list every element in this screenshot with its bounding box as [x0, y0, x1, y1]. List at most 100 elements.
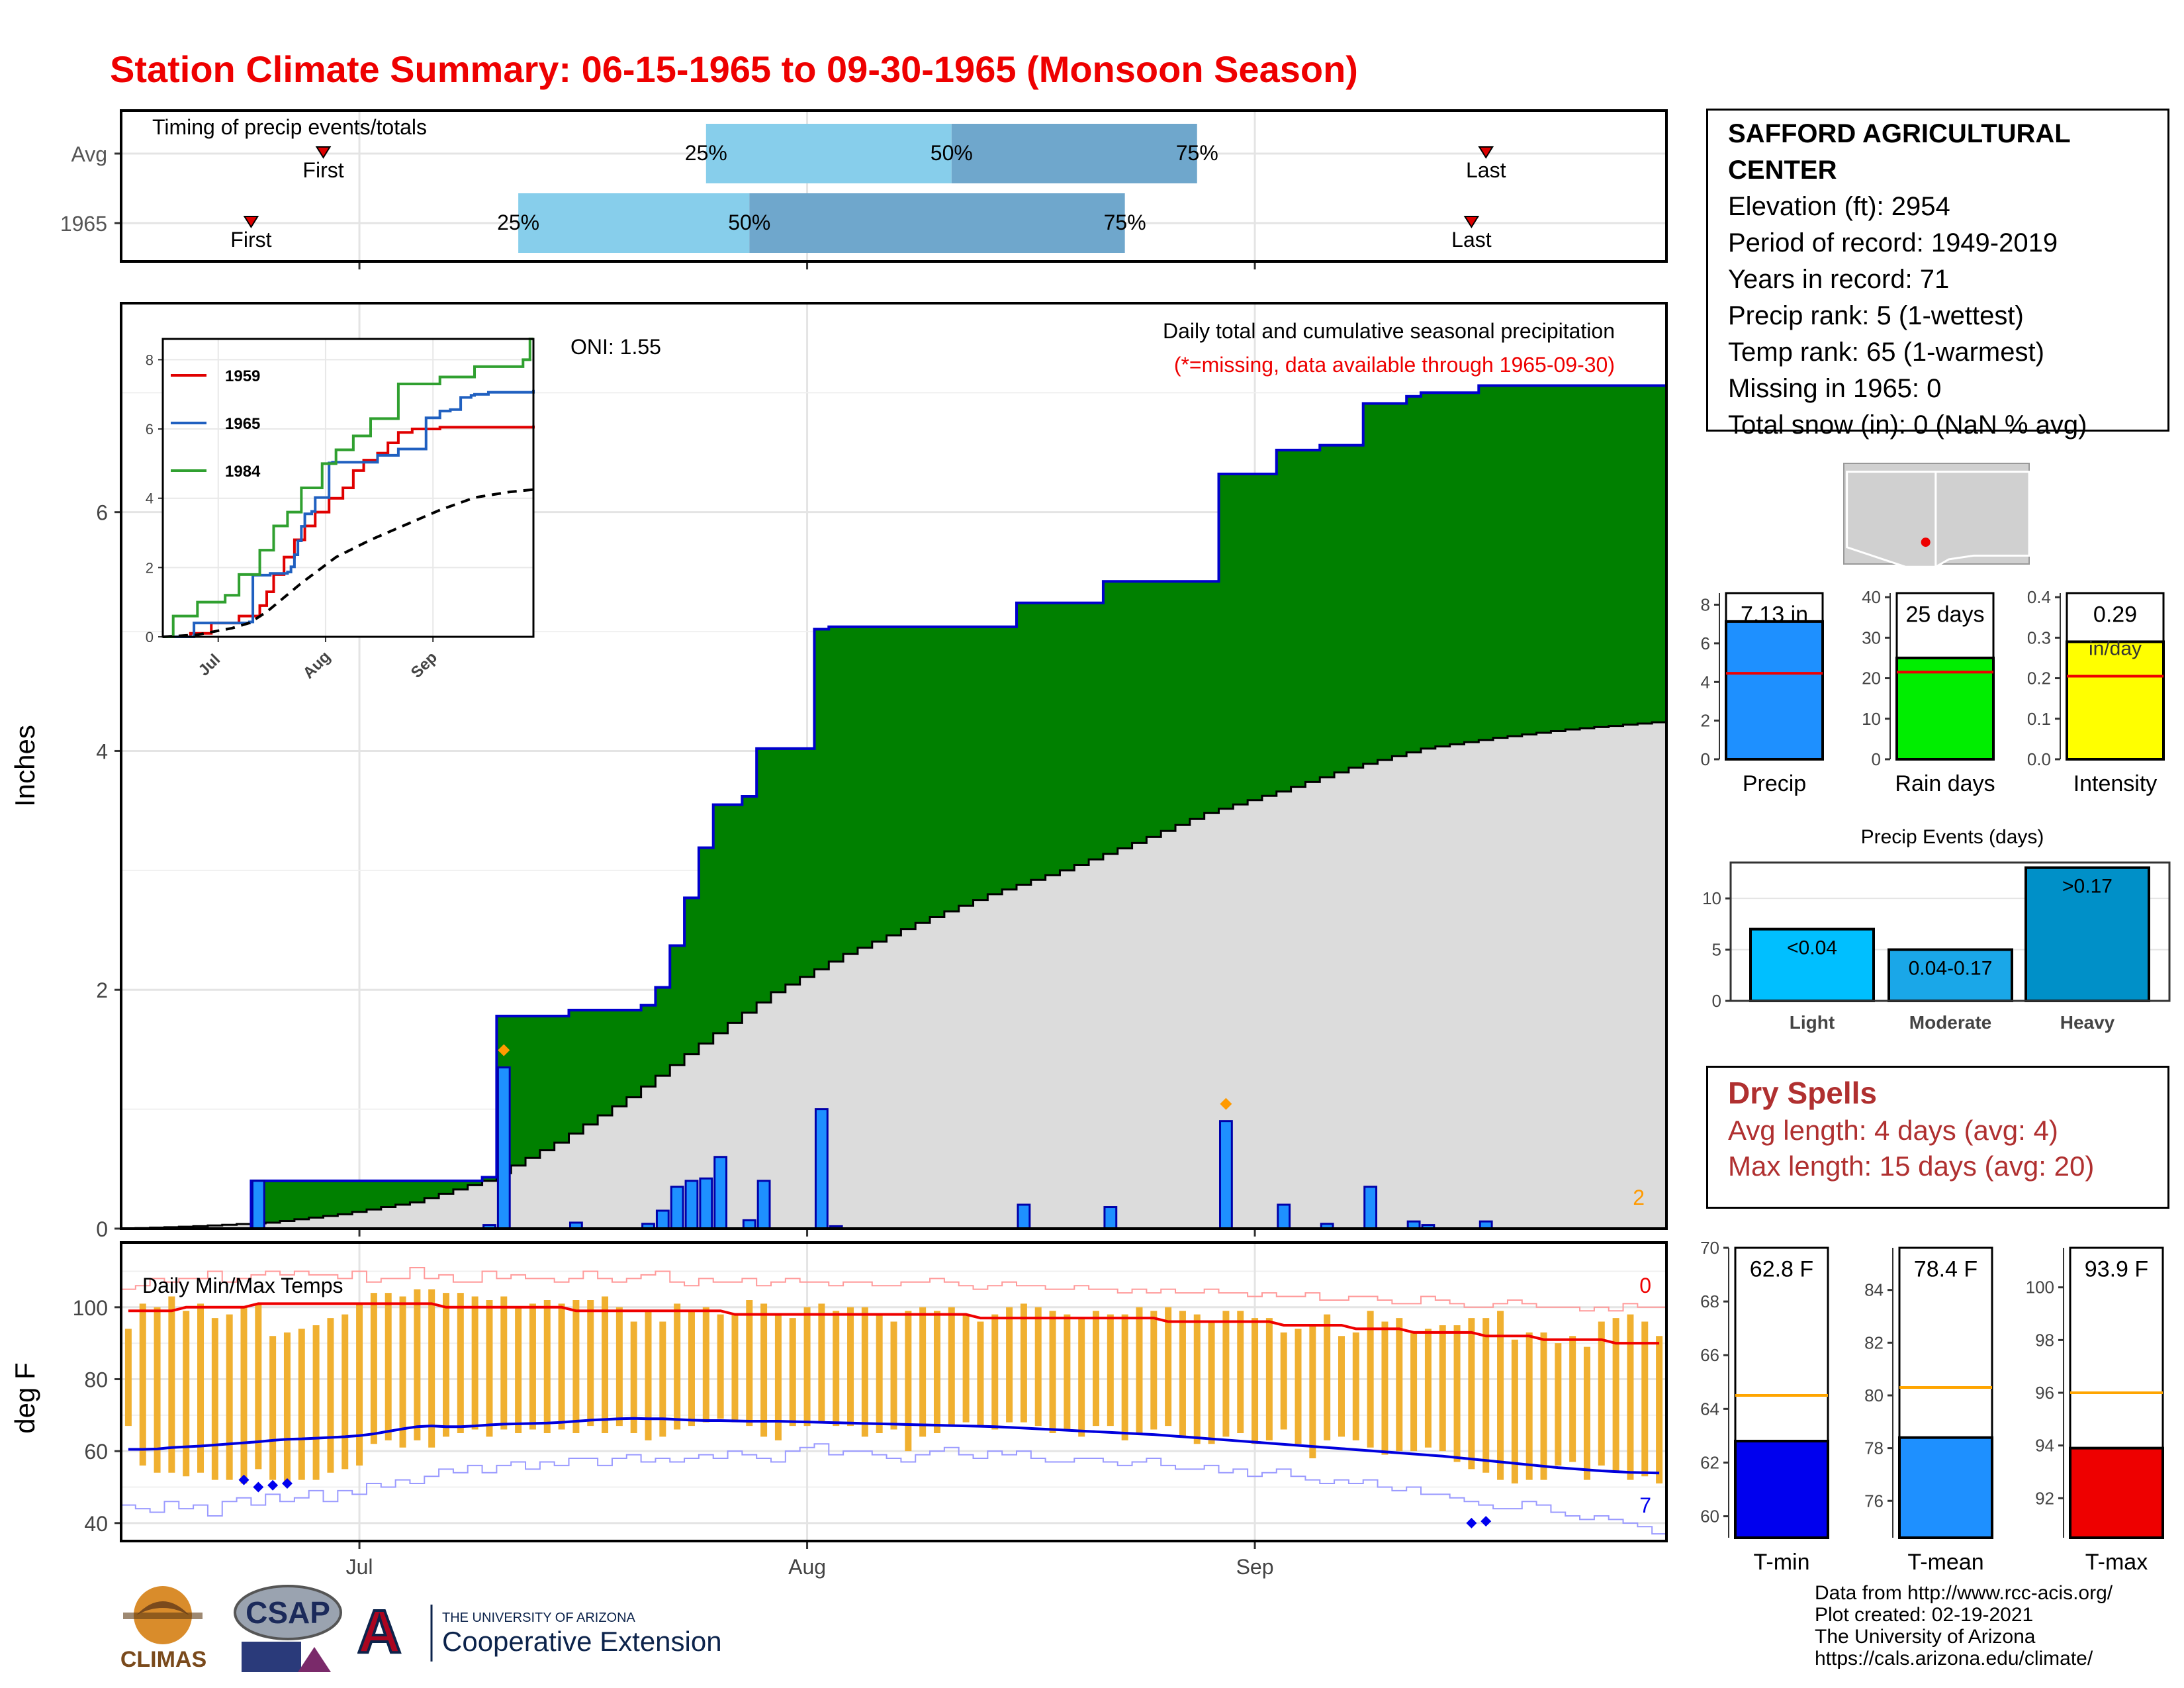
- page-title: Station Climate Summary: 06-15-1965 to 0…: [110, 48, 1358, 90]
- small-panel-y-tick-label: 64: [1700, 1399, 1719, 1419]
- daily-precip-bar: [1277, 1203, 1291, 1230]
- daily-precip-bar: [756, 1180, 771, 1230]
- precip-chart: 0 2 4 6 Daily total and cumulative seasonal …: [9, 302, 1668, 1238]
- normal-max-line: [128, 1302, 1660, 1345]
- location-map: [1843, 463, 2030, 566]
- timing-bar-50-75: [749, 193, 1125, 253]
- normal-min-line: [128, 1417, 1660, 1475]
- record-low-marker: [1466, 1517, 1477, 1528]
- events-y-tick-label: 0: [1712, 991, 1721, 1011]
- small-panel-y-tick-label: 0: [1701, 749, 1710, 769]
- record-high-count: 0: [1639, 1274, 1651, 1297]
- timing-p50-label: 50%: [728, 211, 770, 234]
- timing-row-label: 1965: [60, 212, 107, 236]
- events-bar-label: <0.04: [1787, 937, 1837, 959]
- temp-plot-border: [120, 1241, 1668, 1542]
- small-panel-y-tick-label: 0.3: [2027, 628, 2051, 647]
- temp-y-tick-label: 40: [84, 1512, 108, 1536]
- events-y-tick-label: 5: [1712, 940, 1721, 960]
- daily-precip-bar: [496, 1066, 511, 1230]
- small-panel-y-tick-label: 8: [1701, 595, 1710, 615]
- events-bar-label: >0.17: [2062, 876, 2113, 898]
- small-panel-y-tick-label: 84: [1864, 1280, 1884, 1300]
- precip-y-axis-label: Inches: [9, 725, 40, 807]
- small-panel-y-tick-label: 30: [1862, 628, 1881, 647]
- temp-avg-charts: 60 62 64 66 68 70 62.8 F T-min 76 78 80 82 84 78.4 F T…: [1700, 1238, 2164, 1575]
- station-years: Years in record: 71: [1728, 265, 1950, 294]
- station-missing: Missing in 1965: 0: [1728, 374, 1942, 403]
- ua-logo-graphic: A THE UNIVERSITY OF ARIZONA Cooperative …: [356, 1597, 722, 1667]
- timing-last-marker: [1463, 216, 1480, 228]
- totals-charts: 0 2 4 6 8 7.13 in Precip 0 10 20 30 40 25 days Rain d…: [1701, 587, 2165, 796]
- inset-y-tick-label: 0: [146, 629, 154, 645]
- precip-corner-count: 2: [1633, 1186, 1645, 1209]
- timing-p75-label: 75%: [1104, 211, 1146, 234]
- timing-first-marker: [315, 146, 332, 159]
- map-new-mexico: [1934, 471, 2030, 566]
- events-category-label: Heavy: [2060, 1012, 2115, 1033]
- station-snow: Total snow (in): 0 (NaN % avg): [1728, 410, 2087, 440]
- inset-y-tick-label: 6: [146, 421, 154, 438]
- timing-last-label: Last: [1466, 158, 1506, 182]
- events-chart: Precip Events (days) 0 5 10 <0.04 Light 0.04-0…: [1702, 826, 2171, 1033]
- footer-line: Data from http://www.rcc-acis.org/: [1815, 1582, 2113, 1604]
- daily-precip-bar: [1363, 1186, 1378, 1230]
- record-low-marker: [253, 1481, 264, 1493]
- daily-precip-bar: [684, 1180, 699, 1230]
- record-low-line: [121, 1443, 1666, 1535]
- events-y-tick-label: 10: [1702, 888, 1721, 908]
- daily-precip-bar: [670, 1186, 684, 1230]
- precip-y-tick-label: 4: [96, 739, 108, 763]
- csap-logo: CSAP: [228, 1581, 347, 1680]
- dry-spells-avg: Avg length: 4 days (avg: 4): [1728, 1115, 2058, 1146]
- timing-bar-25-50: [518, 193, 750, 253]
- daily-precip-bar: [814, 1108, 829, 1230]
- small-panel-y-tick-label: 40: [1862, 587, 1881, 607]
- footer-credits: Data from http://www.rcc-acis.org/ Plot …: [1815, 1582, 2113, 1669]
- timing-last-label: Last: [1451, 228, 1492, 252]
- small-panel-value-label: 62.8 F: [1750, 1256, 1813, 1282]
- ua-small-text: THE UNIVERSITY OF ARIZONA: [442, 1611, 636, 1625]
- small-panel-y-tick-label: 2: [1701, 711, 1710, 731]
- record-low-marker: [238, 1474, 250, 1485]
- small-panel-y-tick-label: 62: [1700, 1452, 1719, 1472]
- timing-p25-label: 25%: [685, 141, 727, 165]
- svg-text:A: A: [357, 1601, 401, 1665]
- inset-series-line: [162, 488, 534, 638]
- small-panel-y-tick-label: 70: [1700, 1238, 1719, 1258]
- timing-row-label: Avg: [71, 142, 107, 166]
- events-bar: [1888, 948, 2013, 1003]
- small-panel-category-label: T-max: [2085, 1550, 2148, 1575]
- timing-bar-50-75: [951, 124, 1197, 183]
- dry-spells-box: Dry Spells Avg length: 4 days (avg: 4) M…: [1706, 1066, 2169, 1209]
- daily-precip-bar: [251, 1180, 265, 1230]
- small-panel-y-tick-label: 98: [2035, 1330, 2054, 1350]
- record-high-line: [121, 1267, 1666, 1312]
- events-bar: [1749, 927, 1875, 1003]
- temp-x-tick-label: Sep: [1236, 1555, 1274, 1579]
- small-panel-y-tick-label: 10: [1862, 709, 1881, 729]
- record-low-marker: [267, 1479, 279, 1491]
- small-panel-bar: [2066, 640, 2165, 761]
- inset-y-tick-label: 8: [146, 352, 154, 368]
- timing-p50-label: 50%: [931, 141, 973, 165]
- normal-precip-area: [121, 721, 1666, 1229]
- small-panel-y-tick-label: 6: [1701, 633, 1710, 653]
- daily-precip-bar: [1103, 1206, 1118, 1230]
- small-panel-y-tick-label: 100: [2026, 1278, 2054, 1297]
- timing-chart: 25% 50% 75% First Last Avg 25% 50% 75% First Last 1…: [60, 109, 1668, 269]
- small-panel-y-tick-label: 76: [1864, 1491, 1884, 1511]
- station-name: SAFFORD AGRICULTURAL CENTER: [1728, 119, 2070, 185]
- inset-y-tick-label: 2: [146, 559, 154, 576]
- small-panel-bar: [1734, 1440, 1829, 1539]
- timing-first-label: First: [302, 158, 343, 182]
- daily-precip-bar: [1219, 1120, 1233, 1230]
- timing-title: Timing of precip events/totals: [152, 115, 427, 139]
- small-panel-value-label2: in/day: [2089, 637, 2142, 659]
- oni-label: ONI: 1.55: [570, 335, 661, 359]
- temp-y-tick-label: 60: [84, 1440, 108, 1464]
- small-panel-y-tick-label: 0: [1872, 749, 1881, 769]
- small-panel-category-label: Precip: [1743, 771, 1806, 796]
- small-panel-category-label: Intensity: [2073, 771, 2158, 796]
- station-elevation: Elevation (ft): 2954: [1728, 192, 1950, 221]
